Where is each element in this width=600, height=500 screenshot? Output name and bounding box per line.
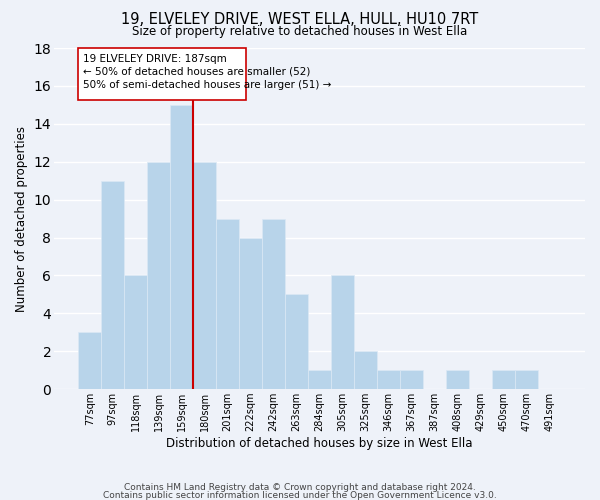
Bar: [446, 370, 469, 389]
Bar: [101, 180, 124, 389]
Text: ← 50% of detached houses are smaller (52): ← 50% of detached houses are smaller (52…: [83, 67, 310, 77]
Bar: [492, 370, 515, 389]
Y-axis label: Number of detached properties: Number of detached properties: [15, 126, 28, 312]
Bar: [193, 162, 216, 389]
Bar: [78, 332, 101, 389]
Bar: [216, 218, 239, 389]
Bar: [124, 276, 147, 389]
Bar: [377, 370, 400, 389]
Bar: [515, 370, 538, 389]
Text: Contains public sector information licensed under the Open Government Licence v3: Contains public sector information licen…: [103, 490, 497, 500]
Bar: [308, 370, 331, 389]
Text: Contains HM Land Registry data © Crown copyright and database right 2024.: Contains HM Land Registry data © Crown c…: [124, 483, 476, 492]
Bar: [262, 218, 285, 389]
Bar: [354, 352, 377, 389]
X-axis label: Distribution of detached houses by size in West Ella: Distribution of detached houses by size …: [166, 437, 473, 450]
Text: 19, ELVELEY DRIVE, WEST ELLA, HULL, HU10 7RT: 19, ELVELEY DRIVE, WEST ELLA, HULL, HU10…: [121, 12, 479, 28]
Bar: [147, 162, 170, 389]
Bar: [170, 105, 193, 389]
Text: Size of property relative to detached houses in West Ella: Size of property relative to detached ho…: [133, 25, 467, 38]
Bar: [239, 238, 262, 389]
Bar: [331, 276, 354, 389]
Text: 50% of semi-detached houses are larger (51) →: 50% of semi-detached houses are larger (…: [83, 80, 331, 90]
Bar: [400, 370, 423, 389]
Bar: [285, 294, 308, 389]
Text: 19 ELVELEY DRIVE: 187sqm: 19 ELVELEY DRIVE: 187sqm: [83, 54, 227, 64]
